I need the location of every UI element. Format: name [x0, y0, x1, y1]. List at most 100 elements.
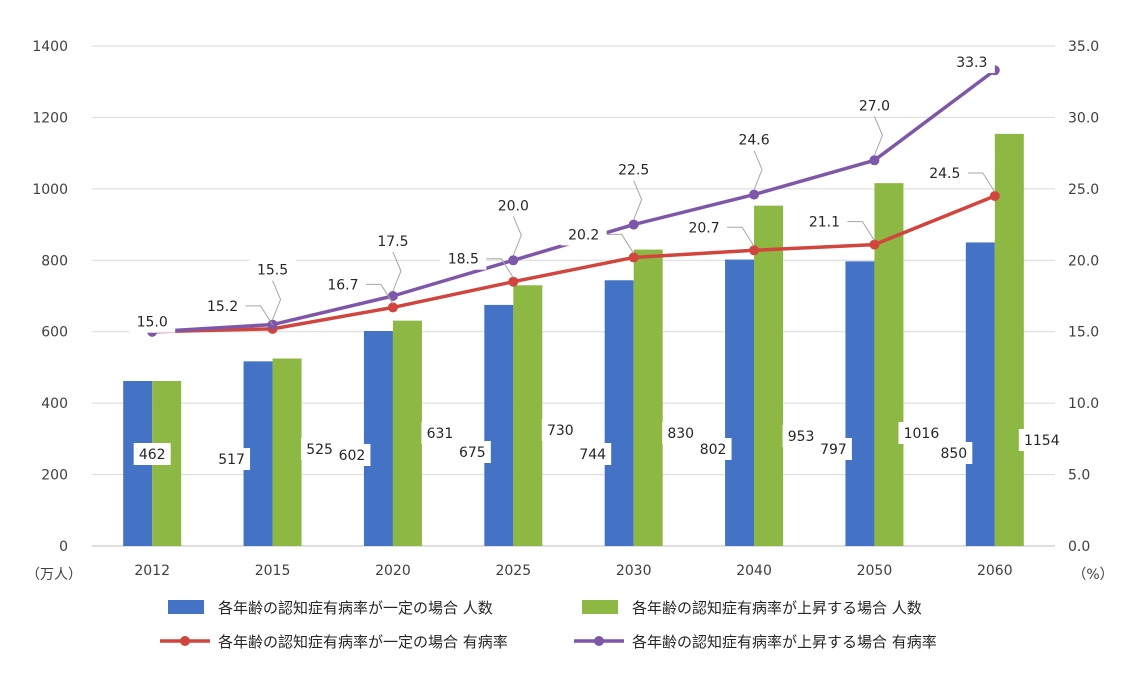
leader-line	[964, 172, 996, 193]
leader-line	[392, 251, 402, 292]
line-value-label-bg	[610, 158, 657, 181]
line-value-label-bg	[921, 162, 968, 184]
bar-value-label: 517	[218, 452, 245, 468]
line-value-label-bg	[129, 310, 176, 333]
right-axis-tick-label: 25.0	[1068, 182, 1099, 198]
left-axis-tick-label: 0	[59, 539, 68, 555]
line-value-label-bg	[199, 294, 246, 317]
legend-swatch-marker	[180, 636, 190, 646]
bar-value-label-bg	[301, 438, 339, 460]
data-labels: 462 517 602 675 744 802 797 850 525 631 730 830 953 1…	[129, 51, 1065, 470]
left-axis-tick-label: 400	[41, 396, 68, 412]
bar-rising-count	[272, 358, 302, 546]
line-value-label: 15.2	[207, 299, 238, 315]
axes: （万人） （%） 0 0.0 200 5.0 400 10.0 600 15.0 800 20.0…	[26, 39, 1114, 583]
label-leader-lines	[242, 116, 996, 326]
bar-series	[123, 133, 1024, 547]
left-axis-tick-label: 1000	[32, 182, 68, 198]
x-axis-tick-label: 2050	[857, 563, 893, 579]
point-rising-rate	[869, 155, 880, 166]
right-axis-tick-label: 30.0	[1068, 110, 1099, 126]
leader-line	[242, 305, 273, 326]
point-constant-rate	[508, 276, 519, 287]
left-axis-tick-label: 1400	[32, 39, 68, 55]
x-axis-tick-label: 2060	[977, 563, 1013, 579]
line-value-label-bg	[319, 273, 366, 296]
bar-value-label: 730	[547, 423, 574, 439]
leader-line	[844, 221, 875, 241]
x-axis-tick-label: 2025	[495, 563, 531, 579]
bar-value-label: 675	[459, 445, 486, 461]
bar-constant-count	[965, 242, 995, 546]
point-rising-rate	[508, 255, 519, 266]
x-axis-tick-label: 2030	[616, 563, 652, 579]
right-axis-tick-label: 0.0	[1068, 539, 1090, 555]
line-value-label-bg	[801, 210, 848, 233]
left-axis-tick-label: 1200	[32, 110, 68, 126]
leader-line	[272, 280, 282, 320]
legend-swatch	[582, 600, 618, 614]
line-value-label: 24.5	[929, 166, 960, 182]
bar-value-label-bg	[782, 425, 820, 447]
legend-label: 各年齢の認知症有病率が一定の場合 有病率	[218, 633, 508, 651]
line-value-label: 20.2	[568, 227, 599, 243]
leader-line	[483, 258, 514, 278]
bar-value-label-bg	[574, 443, 612, 465]
line-value-label: 21.1	[809, 215, 840, 231]
legend-swatch-marker	[594, 636, 604, 646]
right-axis-unit-label: （%）	[1072, 567, 1113, 583]
leader-line	[603, 233, 635, 254]
line-value-label: 16.7	[327, 277, 358, 293]
point-rising-rate	[628, 219, 639, 230]
point-constant-rate	[387, 302, 398, 313]
point-rising-rate	[749, 189, 760, 200]
bar-constant-count	[363, 331, 393, 546]
line-value-label: 22.5	[618, 163, 649, 179]
legend: 各年齢の認知症有病率が一定の場合 人数 各年齢の認知症有病率が上昇する場合 人数各…	[160, 599, 937, 651]
point-constant-rate	[869, 239, 880, 250]
bar-value-label-bg	[333, 444, 371, 466]
bar-value-label-bg	[133, 443, 171, 465]
line-value-label: 18.5	[448, 252, 479, 268]
point-constant-rate	[989, 191, 1000, 201]
left-axis-unit-label: （万人）	[26, 567, 82, 583]
bar-value-label: 602	[339, 448, 366, 464]
right-axis-tick-label: 10.0	[1068, 396, 1099, 412]
line-value-label: 24.6	[738, 133, 769, 149]
bar-value-label: 953	[788, 429, 815, 445]
bar-value-label-bg	[541, 419, 579, 441]
bar-value-label: 462	[139, 447, 166, 463]
legend-label: 各年齢の認知症有病率が上昇する場合 有病率	[632, 633, 937, 651]
x-axis-tick-label: 2012	[134, 563, 170, 579]
line-value-label-bg	[948, 51, 995, 73]
bar-constant-count	[725, 259, 755, 546]
bar-value-label-bg	[662, 422, 700, 444]
leader-line	[633, 180, 643, 220]
bar-rising-count	[392, 320, 422, 546]
x-axis-tick-label: 2040	[736, 563, 772, 579]
right-axis-tick-label: 35.0	[1068, 39, 1099, 55]
line-value-label-bg	[440, 247, 487, 270]
line-value-label-bg	[731, 128, 778, 151]
point-constant-rate	[628, 252, 639, 263]
bar-value-label: 1154	[1024, 433, 1060, 449]
bar-rising-count	[633, 249, 663, 547]
leader-line	[724, 226, 755, 247]
line-value-label: 33.3	[956, 55, 987, 71]
bar-constant-count	[845, 261, 875, 546]
point-rising-rate	[387, 291, 398, 301]
legend-label: 各年齢の認知症有病率が一定の場合 人数	[218, 599, 493, 617]
bar-value-label: 830	[667, 426, 694, 442]
left-axis-tick-label: 800	[41, 253, 68, 269]
line-value-label: 15.0	[137, 315, 168, 331]
bar-value-label: 525	[306, 442, 333, 458]
bar-value-label: 802	[700, 442, 727, 458]
bar-value-label: 631	[427, 426, 454, 442]
bar-value-label-bg	[935, 442, 973, 464]
line-value-label: 27.0	[859, 98, 890, 114]
bar-value-label: 1016	[904, 426, 940, 442]
line-value-label-bg	[490, 194, 537, 217]
right-axis-tick-label: 20.0	[1068, 253, 1099, 269]
leader-line	[512, 216, 522, 256]
